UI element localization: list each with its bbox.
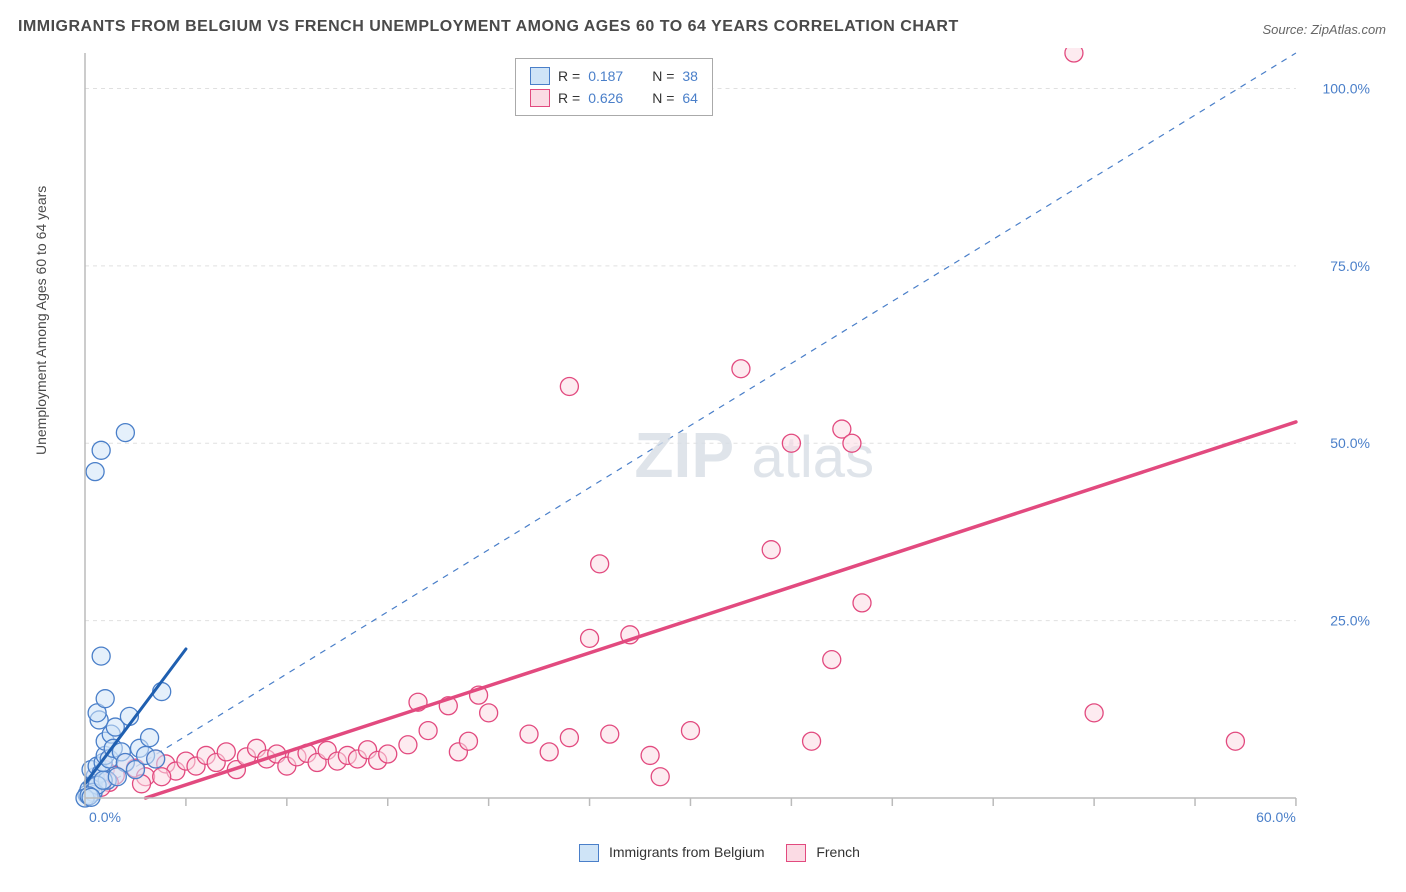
legend-row-french: R = 0.626 N = 64 <box>530 87 698 109</box>
y-tick-labels: 25.0% 50.0% 75.0% 100.0% <box>1322 80 1370 628</box>
svg-text:75.0%: 75.0% <box>1330 258 1370 274</box>
series-legend: Immigrants from Belgium French <box>45 844 1376 862</box>
source-label: Source: ZipAtlas.com <box>1262 22 1386 37</box>
correlation-legend: R = 0.187 N = 38 R = 0.626 N = 64 <box>515 58 713 116</box>
svg-text:ZIP: ZIP <box>634 419 734 491</box>
swatch-french <box>786 844 806 862</box>
legend-label-belgium: Immigrants from Belgium <box>609 844 765 860</box>
legend-row-belgium: R = 0.187 N = 38 <box>530 65 698 87</box>
r-label: R = <box>558 90 580 106</box>
n-value-french: 64 <box>682 90 698 106</box>
gridlines <box>85 88 1296 620</box>
svg-text:60.0%: 60.0% <box>1256 809 1296 825</box>
legend-label-french: French <box>816 844 860 860</box>
x-tick-labels: 0.0% 60.0% <box>89 809 1296 825</box>
swatch-french <box>530 89 550 107</box>
svg-text:0.0%: 0.0% <box>89 809 121 825</box>
belgium-points <box>76 424 171 807</box>
scatter-chart: ZIPatlas 25.0%50.0%75.0%100.0% 0.0%60.0% <box>75 48 1376 828</box>
n-label: N = <box>652 90 674 106</box>
n-label: N = <box>652 68 674 84</box>
y-axis-label: Unemployment Among Ages 60 to 64 years <box>33 186 49 455</box>
plot-area: Unemployment Among Ages 60 to 64 years Z… <box>45 48 1376 862</box>
svg-text:50.0%: 50.0% <box>1330 435 1370 451</box>
r-value-french: 0.626 <box>588 90 644 106</box>
swatch-belgium <box>579 844 599 862</box>
svg-text:100.0%: 100.0% <box>1322 80 1370 96</box>
swatch-belgium <box>530 67 550 85</box>
svg-text:25.0%: 25.0% <box>1330 613 1370 629</box>
chart-title: IMMIGRANTS FROM BELGIUM VS FRENCH UNEMPL… <box>18 18 959 36</box>
r-value-belgium: 0.187 <box>588 68 644 84</box>
r-label: R = <box>558 68 580 84</box>
n-value-belgium: 38 <box>682 68 698 84</box>
